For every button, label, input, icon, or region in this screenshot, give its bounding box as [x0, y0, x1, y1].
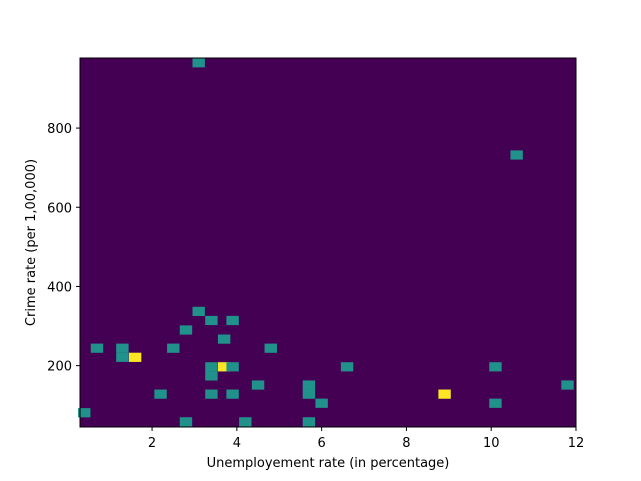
x-axis-label: Unemployement rate (in percentage)	[207, 456, 450, 471]
heatmap-cell	[116, 343, 129, 353]
heatmap-cell	[438, 389, 451, 399]
y-axis: 200 400 600 800	[47, 122, 80, 375]
heatmap-cell	[489, 398, 502, 408]
heatmap-cell	[226, 315, 239, 326]
y-tick-label: 200	[47, 360, 72, 375]
heatmap-cell	[340, 362, 354, 372]
heatmap-cell	[302, 380, 316, 390]
y-tick-label: 400	[47, 280, 72, 295]
heatmap-cell	[302, 417, 316, 427]
heatmap-cell	[239, 417, 252, 427]
heatmap-cell	[226, 389, 239, 399]
plot-frame	[79, 57, 577, 428]
heatmap-cell	[315, 398, 328, 408]
x-tick-label: 4	[233, 436, 241, 451]
heatmap-cell	[226, 362, 239, 372]
heatmap-cell	[192, 306, 205, 316]
heatmap-cell	[217, 334, 231, 344]
x-tick-label: 2	[148, 436, 156, 451]
heatmap-cell	[264, 343, 277, 353]
heatmap-cell	[561, 380, 574, 390]
x-tick-label: 12	[568, 436, 585, 451]
x-tick-label: 10	[483, 436, 500, 451]
heatmap-cell	[78, 408, 91, 418]
heatmap-cell	[116, 352, 129, 362]
plot-background	[80, 58, 576, 427]
heatmap-cell	[179, 325, 193, 335]
heatmap-cell	[205, 315, 218, 326]
heatmap-cell	[489, 362, 502, 372]
heatmap-cell	[302, 389, 316, 399]
heatmap-cell	[192, 58, 205, 68]
heatmap-cell	[205, 362, 218, 372]
heatmap-cell	[90, 343, 104, 353]
heatmap-cell	[128, 352, 142, 362]
heatmap-cell	[510, 150, 523, 160]
heatmap-cell	[217, 362, 231, 372]
x-tick-label: 6	[318, 436, 326, 451]
heatmap-cell	[205, 389, 218, 399]
heatmap-cell	[251, 380, 265, 390]
heatmap-cell	[167, 343, 180, 353]
heatmap-cells	[78, 58, 574, 427]
x-tick-label: 8	[402, 436, 410, 451]
heatmap-cell	[154, 389, 167, 399]
heatmap-cell	[179, 417, 193, 427]
heatmap-cell	[205, 371, 218, 381]
y-axis-label: Crime rate (per 1,00,000)	[24, 159, 39, 326]
y-tick-label: 800	[47, 122, 72, 137]
y-tick-label: 600	[47, 201, 72, 216]
x-axis: 2 4 6 8 10 12	[148, 427, 584, 451]
